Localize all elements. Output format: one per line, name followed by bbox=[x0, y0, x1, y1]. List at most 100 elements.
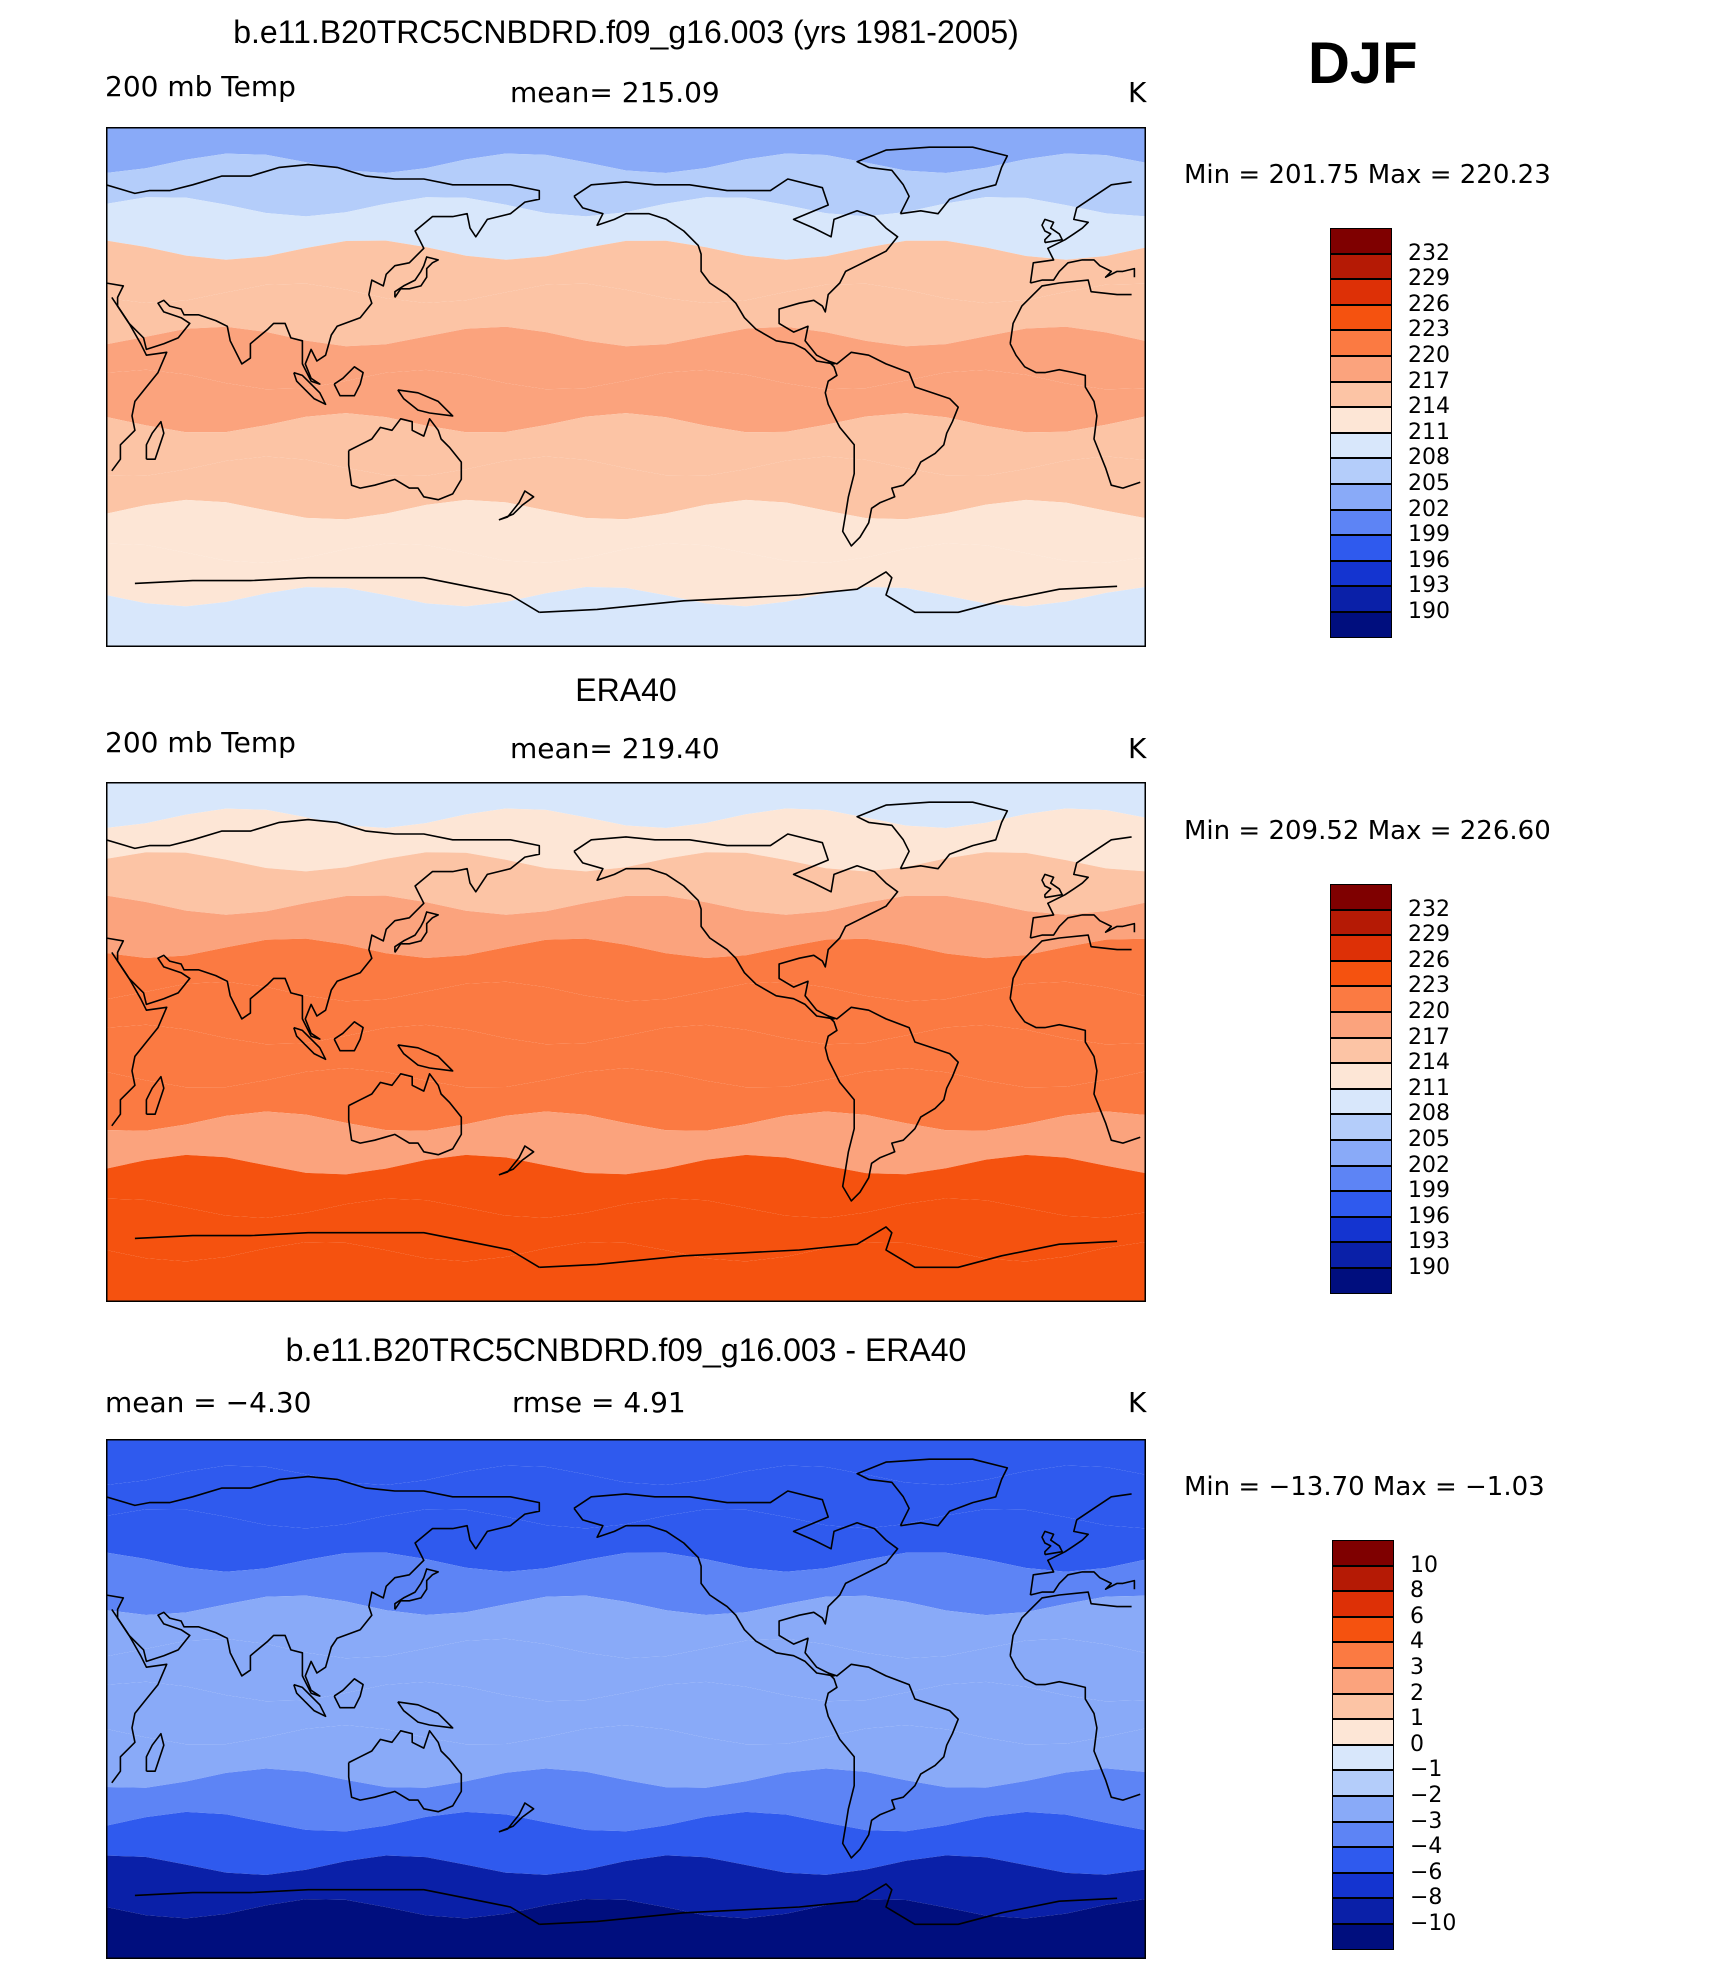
colorbar-label: 196 bbox=[1408, 1203, 1450, 1229]
coastline-new-guinea bbox=[397, 389, 454, 417]
coastline-antarctica-edge bbox=[539, 1226, 1118, 1269]
colorbar-swatch bbox=[1330, 960, 1392, 987]
coastline-africa bbox=[1009, 1591, 1132, 1656]
colorbar-swatch bbox=[1330, 253, 1392, 280]
coastline-africa bbox=[1009, 998, 1141, 1144]
contour-band bbox=[106, 1241, 1146, 1302]
contour-band bbox=[106, 543, 1146, 607]
colorbar-label: 0 bbox=[1410, 1731, 1424, 1757]
colorbar-swatch bbox=[1330, 935, 1392, 961]
coastline-eurasia bbox=[1030, 914, 1136, 939]
panel3-minmax: Min = −13.70 Max = −1.03 bbox=[1184, 1472, 1545, 1502]
colorbar-swatch bbox=[1332, 1770, 1394, 1796]
coastline-uk bbox=[1041, 1530, 1063, 1556]
colorbar-swatch bbox=[1330, 1242, 1392, 1268]
coastline-eurasia bbox=[1030, 259, 1136, 284]
colorbar-label: 205 bbox=[1408, 1127, 1450, 1152]
colorbar-swatch bbox=[1332, 1591, 1394, 1617]
colorbar-label: 208 bbox=[1408, 445, 1450, 471]
panel1-colorbar: 232 229 226 223 220 217 214 211 208 205 202 199 196 1… bbox=[1330, 228, 1630, 638]
colorbar-swatch bbox=[1332, 1821, 1394, 1848]
colorbar-swatch bbox=[1332, 1872, 1394, 1899]
colorbar-label: 190 bbox=[1408, 1255, 1450, 1280]
colorbar-swatch bbox=[1332, 1847, 1394, 1873]
contour-band bbox=[106, 1898, 1146, 1959]
coastline-africa bbox=[1009, 934, 1132, 999]
colorbar-swatch bbox=[1330, 279, 1392, 305]
colorbar-swatch bbox=[1330, 1037, 1392, 1064]
coastline-eurasia bbox=[1029, 1493, 1132, 1596]
panel1-title: b.e11.B20TRC5CNBDRD.f09_g16.003 (yrs 198… bbox=[233, 14, 1019, 50]
coastline-greenland bbox=[856, 146, 1009, 215]
coastline-africa bbox=[1009, 279, 1132, 344]
coastline-japan bbox=[394, 1568, 439, 1610]
colorbar-label: 1 bbox=[1410, 1706, 1424, 1732]
colorbar-swatch bbox=[1330, 509, 1392, 536]
colorbar-swatch bbox=[1330, 484, 1392, 510]
panel1-minmax: Min = 201.75 Max = 220.23 bbox=[1184, 160, 1551, 190]
colorbar-label: 199 bbox=[1408, 1178, 1450, 1204]
contour-band bbox=[106, 283, 1146, 347]
coastline-eurasia bbox=[106, 163, 541, 385]
contour-band bbox=[106, 981, 1146, 1045]
colorbar-label: −4 bbox=[1410, 1834, 1443, 1860]
coastline-africa bbox=[111, 296, 168, 472]
coastline-sumatra bbox=[293, 1026, 327, 1061]
colorbar-label: 202 bbox=[1408, 496, 1450, 522]
colorbar-swatch bbox=[1330, 381, 1392, 408]
panel3-map bbox=[106, 1439, 1146, 1959]
contour-band bbox=[106, 1024, 1146, 1088]
colorbar-label: 193 bbox=[1408, 573, 1450, 599]
panel3-mean-label: mean = −4.30 bbox=[105, 1386, 312, 1419]
coastline-north-america bbox=[573, 833, 899, 1020]
panel3-title: b.e11.B20TRC5CNBDRD.f09_g16.003 - ERA40 bbox=[285, 1332, 967, 1368]
contour-band bbox=[106, 1638, 1146, 1702]
panel2-variable-label: 200 mb Temp bbox=[105, 726, 296, 759]
coastline-south-america bbox=[824, 351, 959, 547]
coastline-north-america bbox=[573, 1490, 899, 1677]
colorbar-swatch bbox=[1332, 1719, 1394, 1745]
colorbar-swatch bbox=[1330, 1063, 1392, 1089]
coastline-africa bbox=[1009, 343, 1141, 489]
colorbar-label: 2 bbox=[1410, 1680, 1424, 1706]
colorbar-swatch bbox=[1330, 1012, 1392, 1038]
coastline-south-america bbox=[824, 1663, 959, 1859]
colorbar-label: 229 bbox=[1408, 922, 1450, 948]
colorbar-label: 217 bbox=[1408, 368, 1450, 394]
colorbar-swatch bbox=[1330, 986, 1392, 1012]
contour-band bbox=[106, 1855, 1146, 1919]
contour-band bbox=[106, 326, 1146, 390]
contour-band bbox=[106, 499, 1146, 563]
colorbar-label: 10 bbox=[1410, 1552, 1438, 1578]
colorbar-label: 214 bbox=[1408, 394, 1450, 420]
colorbar-label: 220 bbox=[1408, 343, 1450, 368]
colorbar-swatch bbox=[1332, 1540, 1394, 1566]
coastline-greenland bbox=[856, 1458, 1009, 1527]
coastline-antarctica-edge bbox=[134, 1888, 540, 1925]
panel1-map bbox=[106, 127, 1146, 647]
coastlines bbox=[106, 801, 1141, 1269]
colorbar-swatch bbox=[1332, 1744, 1394, 1771]
contour-band bbox=[106, 456, 1146, 520]
colorbar-swatch bbox=[1330, 586, 1392, 612]
contour-band bbox=[106, 1681, 1146, 1745]
colorbar-label: 223 bbox=[1408, 973, 1450, 999]
coastline-new-zealand bbox=[498, 490, 535, 521]
colorbar-swatch bbox=[1330, 356, 1392, 382]
colorbar-label: 199 bbox=[1408, 522, 1450, 548]
coastline-eurasia bbox=[1029, 836, 1132, 939]
coastlines bbox=[106, 1458, 1141, 1926]
colorbar-label: 211 bbox=[1408, 1075, 1450, 1101]
coastline-australia bbox=[347, 1730, 463, 1813]
colorbar-swatch bbox=[1330, 1268, 1392, 1294]
colorbar-label: 223 bbox=[1408, 317, 1450, 343]
coastline-eurasia bbox=[106, 1475, 541, 1697]
coastlines bbox=[106, 146, 1141, 614]
coastline-eurasia bbox=[1029, 181, 1132, 284]
contour-band bbox=[106, 1111, 1146, 1175]
coastline-australia bbox=[347, 418, 463, 501]
colorbar-swatch bbox=[1330, 884, 1392, 910]
colorbar-label: −6 bbox=[1410, 1859, 1443, 1885]
coastline-eurasia bbox=[106, 818, 541, 1040]
colorbar-label: 226 bbox=[1408, 291, 1450, 317]
